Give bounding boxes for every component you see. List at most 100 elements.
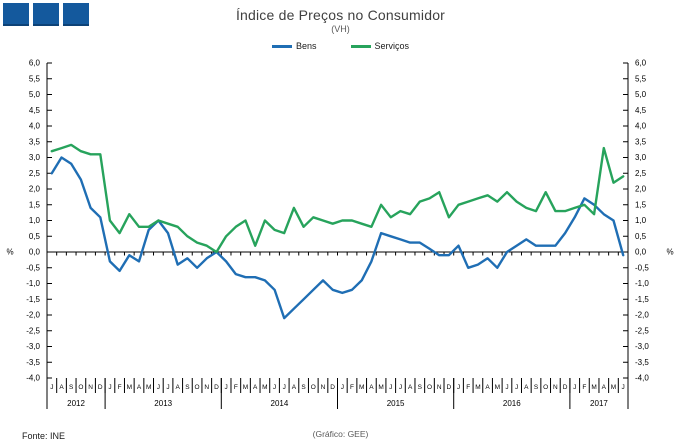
month-label: S [418,384,423,391]
month-label: J [389,384,392,391]
month-label: J [573,384,576,391]
y-axis-label-right: -3,5 [635,358,649,367]
y-axis-label-left: 5,0 [29,90,41,99]
year-label: 2015 [387,399,405,408]
y-axis-label-left: 3,0 [29,153,41,162]
year-label: 2014 [271,399,289,408]
month-label: J [157,384,160,391]
month-label: A [485,384,490,391]
month-label: J [341,384,344,391]
y-axis-label-right: 1,5 [635,200,647,209]
y-axis-label-right: 5,0 [635,90,647,99]
y-axis-label-right: 3,5 [635,137,647,146]
y-axis-label-left: 4,5 [29,106,41,115]
chart-subtitle: (VH) [331,24,350,34]
y-axis-label-left: 3,5 [29,137,41,146]
month-label: A [602,384,607,391]
y-axis-label-left: -0,5 [26,263,40,272]
logo [3,3,89,26]
month-label: N [204,384,209,391]
month-label: D [98,384,103,391]
month-label: J [283,384,286,391]
month-label: J [225,384,228,391]
month-label: M [611,384,616,391]
month-label: F [350,384,354,391]
y-axis-label-left: 2,5 [29,169,41,178]
y-axis-label-right: -1,5 [635,295,649,304]
chart-title: Índice de Preços no Consumidor [235,7,446,23]
y-axis-label-left: 1,0 [29,216,41,225]
servicos-line-swatch [350,44,371,48]
y-axis-label-right: -2,5 [635,326,649,335]
month-label: M [378,384,383,391]
chart-legend: Bens Serviços [0,41,681,51]
month-label: M [591,384,596,391]
y-axis-label-right: 1,0 [635,216,647,225]
month-label: O [78,384,83,391]
y-axis-label-right: -3,0 [635,342,649,351]
month-label: M [495,384,500,391]
y-axis-label-right: 2,5 [635,169,647,178]
y-axis-label-left: 0,0 [29,248,41,257]
month-label: D [563,384,568,391]
month-label: M [359,384,364,391]
y-axis-label-left: 2,0 [29,185,41,194]
month-label: A [253,384,258,391]
month-label: F [118,384,122,391]
y-axis-label-left: 5,5 [29,74,41,83]
y-axis-label-left: -1,5 [26,295,40,304]
bens-line [50,156,625,320]
y-axis-label-left: 0,5 [29,232,41,241]
month-label: J [457,384,460,391]
y-axis-label-right: 6,0 [635,59,647,68]
y-axis-label-left: -2,5 [26,326,40,335]
y-axis-label-left: 4,0 [29,122,41,131]
y-axis-label-right: 5,5 [635,74,647,83]
y-axis-label-left: 6,0 [29,59,41,68]
month-label: O [427,384,432,391]
y-axis-label-left: -4,0 [26,374,40,383]
month-label: O [311,384,316,391]
month-label: J [273,384,276,391]
y-axis-label-right: 4,0 [635,122,647,131]
y-axis-label-right: -2,0 [635,311,649,320]
month-label: A [408,384,413,391]
y-axis-label-right: 2,0 [635,185,647,194]
month-label: D [214,384,219,391]
month-label: M [262,384,267,391]
month-label: N [321,384,326,391]
y-axis-label-left: -3,0 [26,342,40,351]
year-label: 2016 [503,399,521,408]
month-label: M [243,384,248,391]
bens-legend-label: Bens [295,41,317,51]
y-axis-label-left: -1,0 [26,279,40,288]
month-label: A [59,384,64,391]
y-axis-label-left: -3,5 [26,358,40,367]
y-axis-label-right: -4,0 [635,374,649,383]
month-label: O [195,384,200,391]
servicos-legend-label: Serviços [374,41,410,51]
credit-label: (Gráfico: GEE) [312,429,369,439]
logo-square [3,3,29,26]
month-label: D [330,384,335,391]
month-label: S [301,384,306,391]
month-label: O [543,384,548,391]
month-label: J [50,384,53,391]
y-axis-label-right: 0,0 [635,248,647,257]
month-label: J [108,384,111,391]
month-label: A [292,384,297,391]
month-label: J [622,384,625,391]
month-label: S [185,384,190,391]
logo-square [63,3,89,26]
month-label: S [69,384,74,391]
y-axis-label-left: -2,0 [26,311,40,320]
legend-item-servicos: Serviços [350,41,410,51]
y-axis-label-right: 4,5 [635,106,647,115]
month-label: J [505,384,508,391]
y-axis-title-right: % [666,248,673,257]
y-axis-label-right: -1,0 [635,279,649,288]
month-label: D [447,384,452,391]
month-label: M [146,384,151,391]
month-label: J [399,384,402,391]
